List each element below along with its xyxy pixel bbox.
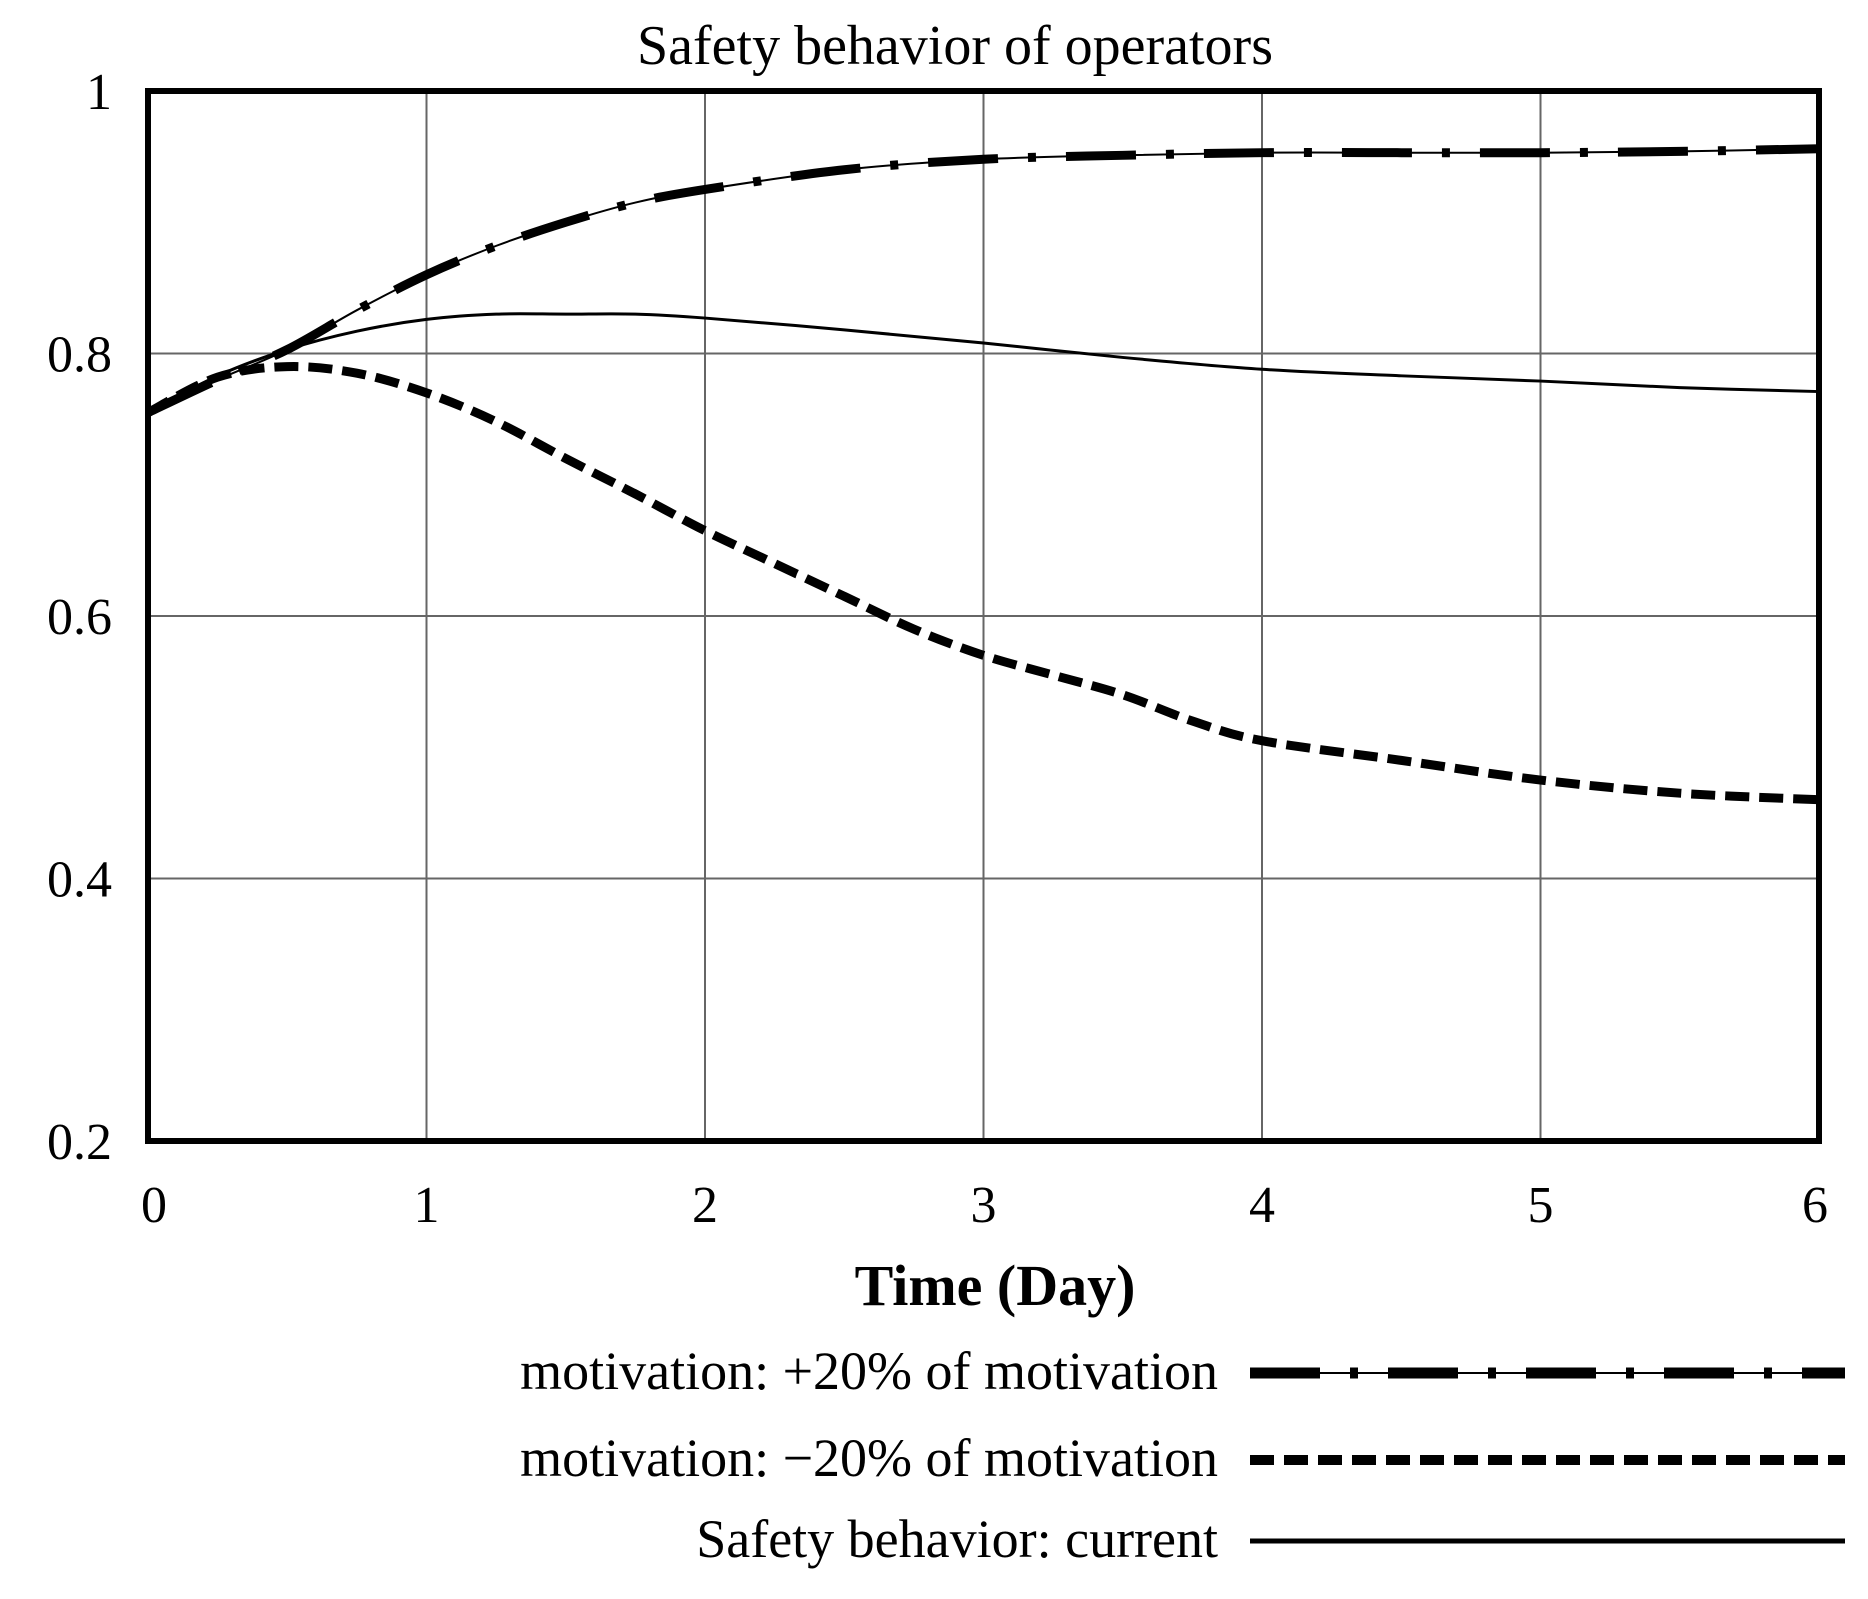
x-axis-ticks: 0 1 2 3 4 5 6 [141,1177,1828,1234]
series-line-1 [146,144,1820,417]
legend-label: motivation: −20% of motivation [520,1428,1218,1488]
x-tick-label: 6 [1802,1177,1828,1234]
legend: motivation: +20% of motivation motivation… [520,1341,1845,1569]
chart-title: Safety behavior of operators [637,15,1273,77]
x-tick-label: 4 [1249,1177,1275,1234]
x-tick-label: 0 [141,1177,167,1234]
x-tick-label: 3 [971,1177,997,1234]
x-axis-label: Time (Day) [855,1253,1136,1318]
plot-frame [145,88,1822,1144]
y-tick-label: 1 [86,64,112,121]
y-tick-label: 0.4 [47,852,112,909]
series-line-3 [147,312,1820,414]
legend-label: Safety behavior: current [696,1509,1218,1569]
y-axis-ticks: 0.2 0.4 0.6 0.8 1 [47,64,112,1171]
legend-label: motivation: +20% of motivation [520,1341,1218,1401]
x-tick-label: 1 [414,1177,440,1234]
x-tick-label: 2 [692,1177,718,1234]
grid [147,90,1820,1142]
y-tick-label: 0.2 [47,1114,112,1171]
x-tick-label: 5 [1528,1177,1554,1234]
series-group [145,144,1820,805]
y-tick-label: 0.8 [47,327,112,384]
y-tick-label: 0.6 [47,589,112,646]
series-line-2 [145,362,1820,805]
